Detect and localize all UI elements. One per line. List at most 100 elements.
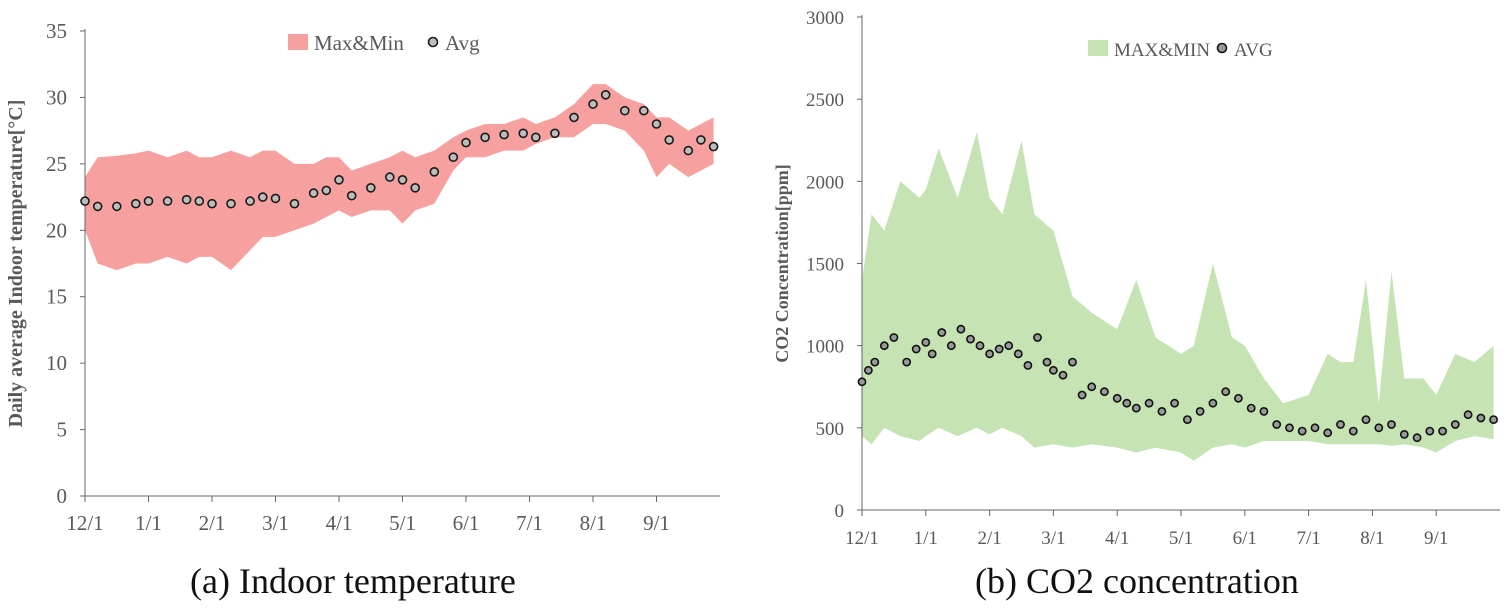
avg-point — [1131, 403, 1141, 413]
series-band-area — [862, 132, 1494, 461]
avg-point — [664, 135, 675, 145]
legend-avg-marker — [427, 36, 439, 48]
avg-point — [1489, 415, 1498, 424]
avg-point — [308, 188, 319, 198]
avg-point — [1412, 433, 1422, 443]
x-tick-label: 7/1 — [516, 511, 543, 535]
avg-point — [429, 167, 440, 177]
y-tick-label: 25 — [46, 152, 67, 176]
avg-point — [966, 334, 975, 344]
avg-point — [889, 333, 899, 342]
y-tick-label: 0 — [57, 484, 68, 508]
avg-point — [985, 349, 994, 359]
avg-point — [257, 192, 268, 202]
y-axis-label: CO2 Concentration[ppm] — [772, 164, 792, 363]
y-tick-label: 1000 — [806, 337, 844, 358]
avg-point — [1399, 429, 1409, 439]
avg-point — [1157, 406, 1167, 416]
legend-band-label: Max&Min — [314, 31, 404, 55]
avg-point — [1387, 420, 1396, 429]
avg-point — [1450, 420, 1460, 429]
x-tick-label: 8/1 — [1360, 528, 1384, 549]
caption-a: (a) Indoor temperature — [190, 561, 516, 601]
x-tick-label: 3/1 — [1041, 528, 1065, 549]
avg-point — [245, 196, 255, 206]
avg-point — [270, 193, 281, 204]
avg-point — [1336, 420, 1345, 429]
avg-point — [1374, 423, 1384, 433]
avg-point — [448, 152, 459, 162]
avg-point — [1087, 382, 1097, 392]
x-tick-label: 2/1 — [977, 528, 1001, 549]
y-tick-label: 30 — [46, 85, 67, 109]
avg-point — [499, 129, 509, 140]
y-tick-label: 35 — [46, 19, 67, 43]
avg-point — [131, 198, 141, 209]
avg-point — [937, 328, 947, 337]
y-tick-label: 1500 — [806, 255, 844, 276]
legend-avg-label: AVG — [1234, 40, 1273, 61]
avg-point — [384, 172, 395, 182]
avg-point — [1272, 420, 1282, 429]
avg-point — [708, 141, 719, 152]
x-tick-label: 3/1 — [262, 511, 289, 535]
y-tick-label: 3000 — [806, 8, 844, 29]
legend-avg-marker — [1216, 42, 1228, 54]
avg-point — [651, 119, 662, 129]
avg-point — [530, 132, 541, 143]
avg-point — [410, 183, 421, 193]
x-tick-label: 1/1 — [914, 528, 938, 549]
x-tick-label: 8/1 — [580, 511, 607, 535]
avg-point — [346, 190, 357, 201]
avg-point — [1233, 393, 1243, 403]
avg-point — [1285, 423, 1294, 433]
x-tick-label: 2/1 — [199, 511, 226, 535]
avg-point — [1042, 357, 1052, 367]
avg-point — [1068, 357, 1077, 367]
avg-point — [696, 135, 706, 145]
avg-point — [638, 105, 649, 116]
caption-b: (b) CO2 concentration — [975, 561, 1299, 601]
x-tick-label: 5/1 — [1169, 528, 1193, 549]
avg-point — [1310, 423, 1320, 433]
avg-point — [927, 349, 937, 359]
avg-point — [1077, 390, 1087, 400]
avg-point — [80, 196, 90, 206]
legend-band-swatch — [288, 34, 308, 50]
avg-point — [1323, 428, 1333, 438]
x-tick-label: 12/1 — [66, 511, 103, 535]
avg-point — [365, 183, 376, 193]
avg-point — [1013, 349, 1023, 359]
avg-point — [1023, 360, 1033, 370]
avg-point — [857, 377, 867, 387]
avg-point — [1425, 426, 1435, 436]
avg-point — [946, 341, 956, 351]
chart-b-co2: 0 500 1000 1500 2000 2500 3000 12/1 1/1 2/1 3/1 4/1… — [772, 8, 1500, 549]
avg-point — [921, 337, 931, 347]
y-tick-label: 2500 — [806, 90, 844, 111]
avg-point — [1476, 413, 1486, 423]
avg-point — [683, 145, 694, 156]
avg-point — [1297, 426, 1307, 436]
avg-point — [92, 201, 103, 212]
avg-point — [1361, 415, 1371, 424]
avg-point — [600, 90, 611, 100]
avg-point — [1438, 426, 1447, 436]
avg-point — [569, 112, 579, 123]
avg-point — [1221, 387, 1231, 397]
avg-point — [397, 175, 408, 185]
avg-point — [1463, 410, 1473, 420]
x-tick-label: 6/1 — [453, 511, 480, 535]
avg-point — [162, 196, 173, 206]
avg-point — [1170, 398, 1179, 408]
legend-band-label: MAX&MIN — [1114, 40, 1210, 61]
x-tick-label: 6/1 — [1233, 528, 1257, 549]
avg-point — [1182, 415, 1192, 424]
avg-point — [518, 128, 529, 139]
avg-point — [1195, 406, 1205, 416]
avg-point — [879, 341, 889, 351]
avg-point — [994, 344, 1004, 354]
avg-point — [975, 341, 985, 351]
x-tick-label: 7/1 — [1296, 528, 1320, 549]
avg-point — [902, 357, 912, 367]
